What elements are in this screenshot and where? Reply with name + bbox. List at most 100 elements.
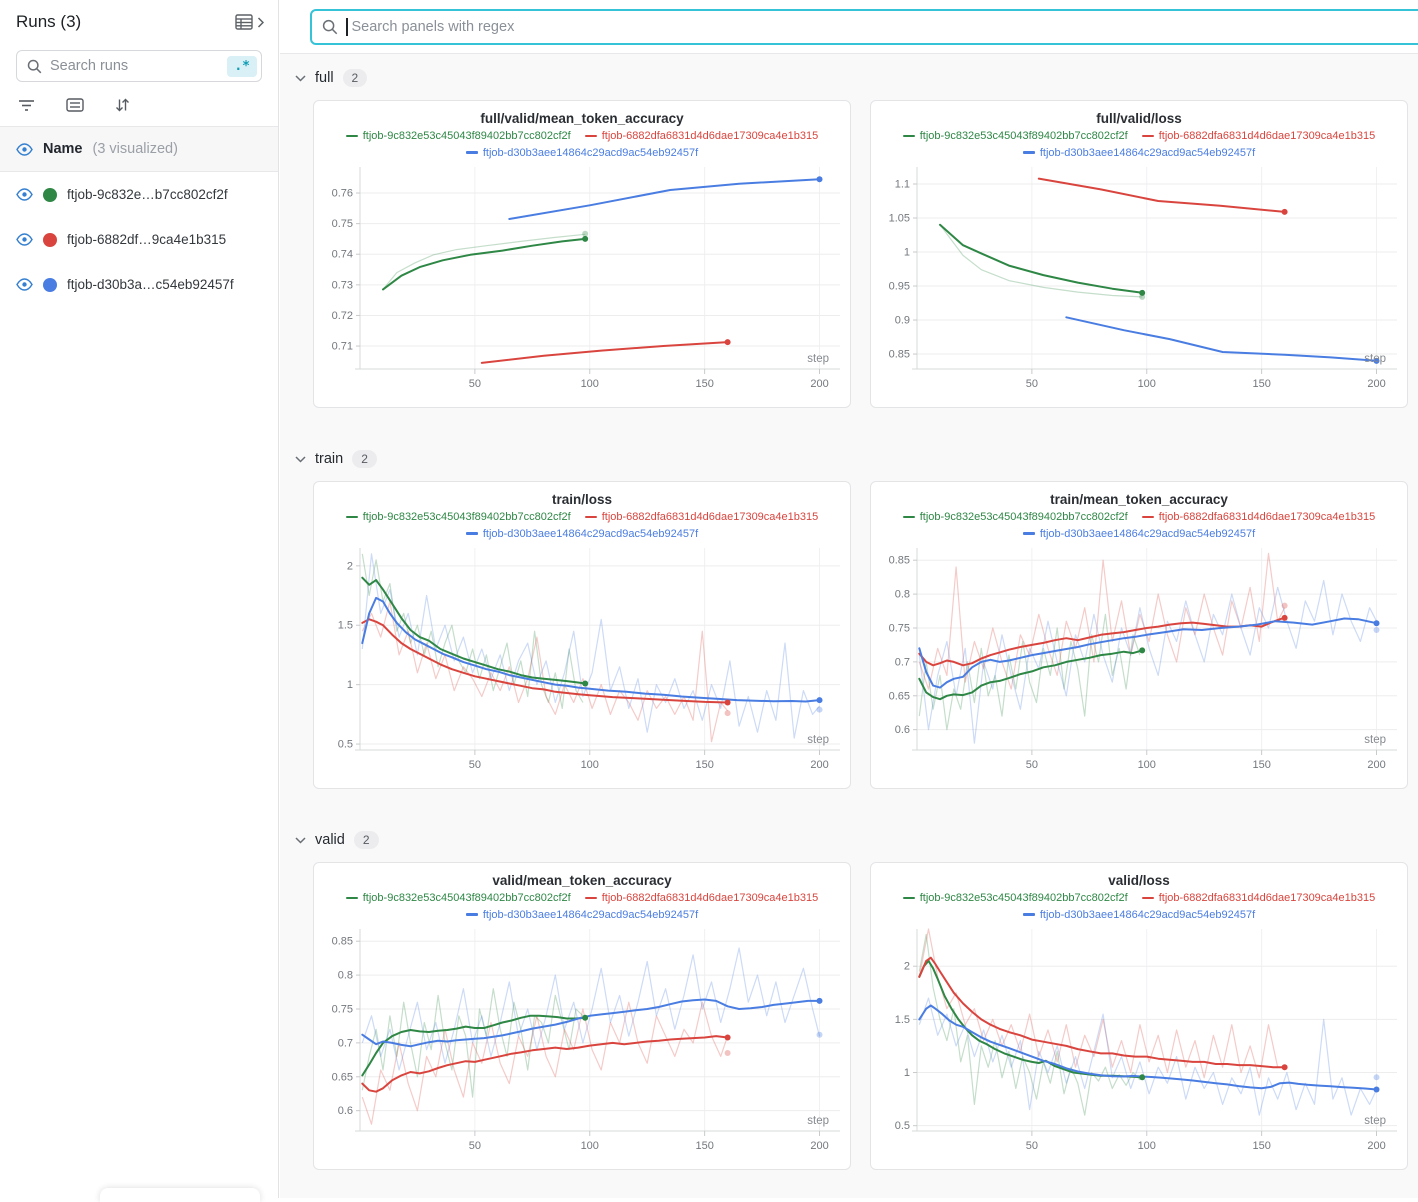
legend-dash-icon	[1022, 151, 1035, 154]
legend-dash-icon	[345, 896, 358, 900]
legend-item: ftjob-d30b3aee14864c29acd9ac54eb92457f	[1022, 909, 1255, 921]
chart-title: train/mean_token_accuracy	[1050, 492, 1228, 507]
x-tick-label: 200	[810, 378, 828, 390]
x-tick-label: 150	[1252, 378, 1270, 390]
regex-toggle-button[interactable]: .*	[227, 55, 257, 77]
chart-panel[interactable]: train/loss ftjob-9c832e53c45043f89402bb7c…	[313, 481, 851, 789]
series-end-dot	[1373, 1086, 1380, 1093]
legend-dash-icon	[345, 134, 358, 138]
series-ghost-dot	[724, 710, 731, 717]
series-end-dot	[582, 680, 589, 687]
legend-run-name: ftjob-9c832e53c45043f89402bb7cc802cf2f	[362, 130, 571, 142]
run-row[interactable]: ftjob-d30b3a…c54eb92457f	[0, 262, 278, 307]
chart-panel[interactable]: valid/loss ftjob-9c832e53c45043f89402bb7c…	[870, 862, 1408, 1170]
series-end-dot	[1281, 1064, 1288, 1071]
chart-title: valid/mean_token_accuracy	[492, 873, 672, 888]
series-line	[382, 237, 587, 291]
y-tick-label: 0.72	[332, 310, 353, 322]
visibility-all-toggle[interactable]	[16, 142, 33, 156]
legend-run-name: ftjob-d30b3aee14864c29acd9ac54eb92457f	[1039, 527, 1256, 540]
chevron-right-icon	[257, 16, 264, 28]
chart-title: full/valid/mean_token_accuracy	[480, 111, 684, 126]
legend-item: ftjob-9c832e53c45043f89402bb7cc802cf2f	[902, 511, 1128, 523]
table-view-button[interactable]	[235, 14, 264, 30]
chart[interactable]: 0.71 0.72 0.73 0.74 0.75 0.76 50 100 150 200 step	[322, 161, 844, 399]
x-tick-label: 100	[1138, 759, 1156, 771]
legend-dash-icon	[584, 515, 597, 519]
legend-item: ftjob-d30b3aee14864c29acd9ac54eb92457f	[1022, 146, 1256, 159]
chart-panel[interactable]: valid/mean_token_accuracy ftjob-9c832e53c…	[313, 862, 851, 1170]
chart[interactable]: 0.6 0.65 0.7 0.75 0.8 0.85 50 100 150 200 step	[879, 542, 1401, 780]
series-end-dot	[816, 176, 823, 183]
series-line	[361, 998, 821, 1048]
chart-legend: ftjob-9c832e53c45043f89402bb7cc802cf2f ft…	[871, 128, 1407, 161]
legend-run-name: ftjob-6882dfa6831d4d6dae17309ca4e1b315	[1158, 511, 1376, 523]
y-tick-label: 0.9	[895, 315, 910, 327]
group-button[interactable]	[66, 98, 84, 112]
section-label: train	[315, 451, 344, 467]
y-tick-label: 0.75	[889, 622, 910, 634]
y-tick-label: 0.71	[332, 341, 353, 353]
chart-panel[interactable]: full/valid/loss ftjob-9c832e53c45043f8940…	[870, 100, 1408, 408]
sort-button[interactable]	[115, 98, 130, 112]
y-tick-label: 1.1	[895, 179, 910, 191]
y-tick-label: 0.7	[895, 656, 910, 668]
legend-dash-icon	[584, 134, 597, 138]
search-icon	[27, 59, 42, 73]
search-panels-input[interactable]: Search panels with regex	[310, 8, 1418, 45]
chart[interactable]: 0.6 0.65 0.7 0.75 0.8 0.85 50 100 150 200 step	[322, 923, 844, 1161]
chart[interactable]: 0.85 0.9 0.95 1 1.05 1.1 50 100 150 200 step	[879, 161, 1401, 399]
series-end-dot	[1281, 208, 1288, 215]
section-header-valid[interactable]: valid 2	[295, 831, 1418, 849]
section-header-full[interactable]: full 2	[295, 69, 1418, 87]
x-tick-label: 50	[469, 759, 481, 771]
legend-dash-icon	[345, 515, 358, 519]
chart-panel[interactable]: train/mean_token_accuracy ftjob-9c832e53c…	[870, 481, 1408, 789]
x-tick-label: 200	[1367, 759, 1385, 771]
search-runs-input[interactable]: Search runs .*	[16, 50, 262, 82]
y-tick-label: 0.65	[889, 690, 910, 702]
x-tick-label: 100	[1138, 1140, 1156, 1152]
table-icon	[235, 14, 253, 30]
y-tick-label: 1	[904, 1067, 910, 1079]
series-line	[361, 618, 729, 704]
section-train: train 2 train/loss ftjob-9c832e53c45043f8…	[280, 450, 1418, 789]
run-name: ftjob-6882df…9ca4e1b315	[67, 232, 227, 247]
search-icon	[322, 19, 338, 34]
filter-button[interactable]	[18, 99, 35, 112]
y-tick-label: 1	[347, 679, 353, 691]
run-color-dot	[43, 187, 57, 202]
x-axis-label: step	[1364, 734, 1386, 746]
x-tick-label: 200	[1367, 1140, 1385, 1152]
series-line-raw	[918, 933, 1141, 1116]
series-line-raw	[918, 613, 1141, 731]
visibility-toggle[interactable]	[16, 188, 33, 201]
series-line-raw	[361, 988, 584, 1098]
section-header-train[interactable]: train 2	[295, 450, 1418, 468]
visibility-toggle[interactable]	[16, 278, 33, 291]
x-tick-label: 50	[469, 1140, 481, 1152]
run-name: ftjob-9c832e…b7cc802cf2f	[67, 187, 228, 202]
chart-title: train/loss	[551, 492, 613, 507]
legend-dash-icon	[465, 913, 478, 916]
visibility-toggle[interactable]	[16, 233, 33, 246]
legend-dash-icon	[902, 896, 915, 900]
chart-legend: ftjob-9c832e53c45043f89402bb7cc802cf2f ft…	[871, 509, 1407, 542]
run-row[interactable]: ftjob-6882df…9ca4e1b315	[0, 217, 278, 262]
chart[interactable]: 0.5 1 1.5 2 50 100 150 200 step	[322, 542, 844, 780]
series-end-dot	[1281, 614, 1288, 621]
chart-panel[interactable]: full/valid/mean_token_accuracy ftjob-9c83…	[313, 100, 851, 408]
legend-item: ftjob-9c832e53c45043f89402bb7cc802cf2f	[902, 892, 1128, 904]
legend-dash-icon	[465, 532, 478, 535]
x-tick-label: 50	[1026, 1140, 1038, 1152]
series-ghost-dot	[816, 706, 823, 713]
text-caret	[346, 17, 348, 36]
series-line-raw	[918, 552, 1286, 690]
legend-run-name: ftjob-d30b3aee14864c29acd9ac54eb92457f	[1039, 146, 1256, 159]
x-tick-label: 150	[695, 1140, 713, 1152]
chart[interactable]: 0.5 1 1.5 2 50 100 150 200 step	[879, 923, 1401, 1161]
y-tick-label: 1	[904, 247, 910, 259]
series-end-dot	[582, 1014, 589, 1021]
run-row[interactable]: ftjob-9c832e…b7cc802cf2f	[0, 172, 278, 217]
series-line	[918, 1004, 1378, 1091]
